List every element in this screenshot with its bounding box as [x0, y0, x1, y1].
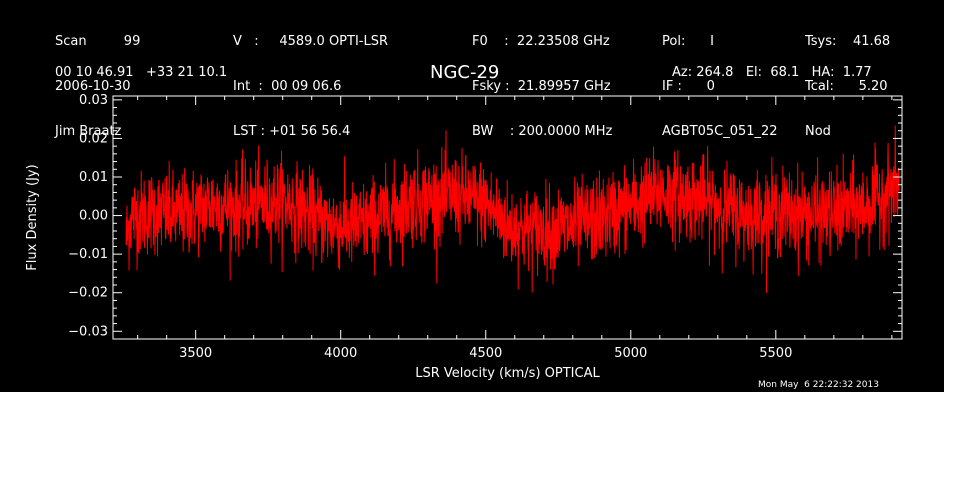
x-tick-label: 4500: [469, 346, 502, 361]
observing-mode: Nod: [805, 124, 831, 139]
az-el-ha: Az: 264.8 El: 68.1 HA: 1.77: [672, 65, 872, 80]
y-tick-label: 0.00: [79, 209, 108, 224]
y-tick-label: −0.03: [68, 324, 108, 339]
y-axis-label: Flux Density (Jy): [25, 164, 40, 270]
scan-number: Scan 99: [55, 34, 141, 49]
y-tick-label: −0.01: [68, 247, 108, 262]
y-tick-label: −0.02: [68, 286, 108, 301]
y-axis: −0.03 −0.02 −0.01 0.00 0.01 0.02 0.03: [68, 93, 902, 339]
bandwidth: BW : 200.0000 MHz: [472, 124, 613, 139]
plot-frame: [112, 95, 903, 340]
observer-name: Jim Braatz: [55, 124, 122, 139]
header-scan-info: Scan 99 2006-10-30 Jim Braatz: [55, 4, 140, 169]
spectrum-chart: 3500 4000 4500 5000 5500 −0.03 −0.02 −0.01 0.00…: [25, 93, 903, 381]
x-tick-label: 5500: [759, 346, 792, 361]
velocity-value: V : 4589.0 OPTI-LSR: [233, 34, 389, 49]
y-tick-label: 0.03: [79, 93, 108, 108]
x-axis: 3500 4000 4500 5000 5500: [137, 96, 893, 361]
polarization: Pol: I: [662, 34, 714, 49]
project-id: AGBT05C_051_22: [662, 124, 778, 139]
header-frequency-info: F0 : 22.23508 GHz Fsky : 21.89957 GHz BW…: [472, 4, 612, 169]
sky-frequency: Fsky : 21.89957 GHz: [472, 79, 611, 94]
spectrum-series-line: [125, 125, 900, 293]
rest-frequency: F0 : 22.23508 GHz: [472, 34, 610, 49]
x-tick-label: 5000: [614, 346, 647, 361]
integration-time: Int : 00 09 06.6: [233, 79, 342, 94]
source-coordinates: 00 10 46.91 +33 21 10.1: [55, 65, 228, 80]
lst-value: LST : +01 56 56.4: [233, 124, 351, 139]
object-name: NGC-29: [430, 62, 500, 83]
x-tick-label: 3500: [179, 346, 212, 361]
x-tick-label: 4000: [324, 346, 357, 361]
plot-panel: Scan 99 2006-10-30 Jim Braatz V : 4589.0…: [0, 0, 944, 392]
y-tick-label: 0.02: [79, 131, 108, 146]
tcal-value: Tcal: 5.20: [805, 79, 888, 94]
if-number: IF : 0: [662, 79, 715, 94]
x-axis-label: LSR Velocity (km/s) OPTICAL: [415, 366, 600, 381]
tsys-value: Tsys: 41.68: [805, 34, 891, 49]
header-polarization-info: Pol: I IF : 0 AGBT05C_051_22: [662, 4, 778, 169]
plot-timestamp: Mon May 6 22:22:32 2013: [758, 380, 879, 390]
observation-date: 2006-10-30: [55, 79, 131, 94]
header-velocity-info: V : 4589.0 OPTI-LSR Int : 00 09 06.6 LST…: [233, 4, 388, 169]
header-system-info: Tsys: 41.68 Tcal: 5.20 Nod: [805, 4, 890, 169]
y-tick-label: 0.01: [79, 170, 108, 185]
